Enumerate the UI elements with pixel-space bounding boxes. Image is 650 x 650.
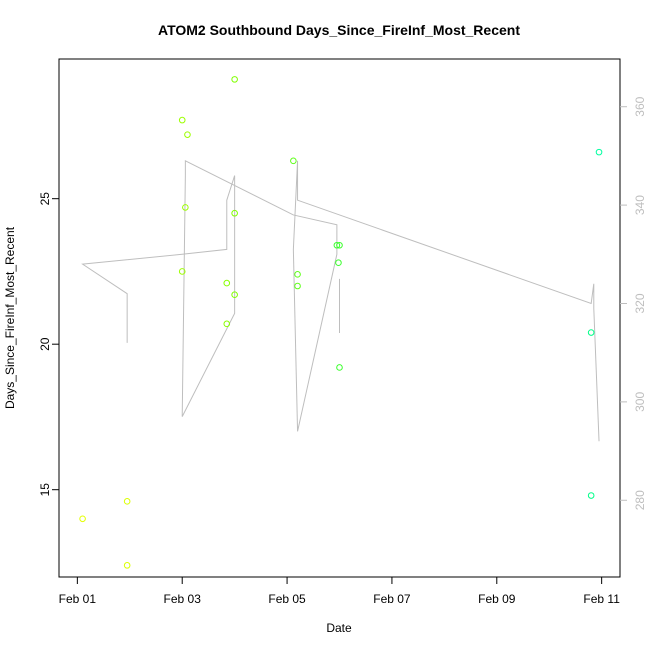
data-point: [178, 268, 186, 275]
x-tick-label: Feb 07: [373, 592, 411, 606]
y-axis-label: Days_Since_FireInf_Most_Recent: [3, 226, 17, 409]
y-tick-label: 20: [38, 337, 52, 351]
plot-frame: [58, 58, 621, 578]
data-point: [294, 282, 301, 290]
data-point: [123, 562, 131, 569]
data-point: [333, 241, 341, 249]
y-tick-label: 25: [38, 192, 52, 206]
data-point: [231, 291, 238, 299]
data-point: [587, 329, 595, 336]
y2-tick-label: 300: [633, 392, 647, 412]
series-line: [81, 160, 600, 442]
data-point: [223, 320, 231, 328]
x-tick-label: Feb 01: [59, 592, 97, 606]
x-tick-label: Feb 09: [478, 592, 516, 606]
data-point: [587, 492, 595, 499]
y2-tick-label: 360: [633, 96, 647, 116]
chart-marks: Feb 01 Feb 03 Feb 05 Feb 07 Feb 09 Feb 11 15 20…: [38, 76, 647, 606]
data-point: [182, 204, 189, 211]
data-point: [294, 271, 301, 278]
y2-tick-label: 340: [633, 195, 647, 215]
y-tick-label: 15: [38, 483, 52, 497]
chart-title: ATOM2 Southbound Days_Since_FireInf_Most…: [158, 22, 520, 38]
data-point: [595, 148, 603, 156]
data-point: [184, 131, 191, 138]
data-point: [123, 498, 131, 505]
data-point: [231, 209, 238, 217]
y2-tick-label: 280: [633, 490, 647, 510]
data-point: [290, 157, 297, 165]
data-point: [336, 241, 343, 249]
data-point: [223, 279, 231, 287]
x-tick-label: Feb 05: [268, 592, 306, 606]
data-point: [231, 76, 238, 83]
data-point: [79, 515, 86, 523]
data-point: [335, 259, 342, 267]
x-tick-label: Feb 11: [583, 592, 620, 606]
x-axis-label: Date: [326, 621, 352, 635]
data-point: [336, 364, 343, 371]
data-point: [178, 116, 186, 124]
y2-tick-label: 320: [633, 293, 647, 313]
x-tick-label: Feb 03: [164, 592, 202, 606]
